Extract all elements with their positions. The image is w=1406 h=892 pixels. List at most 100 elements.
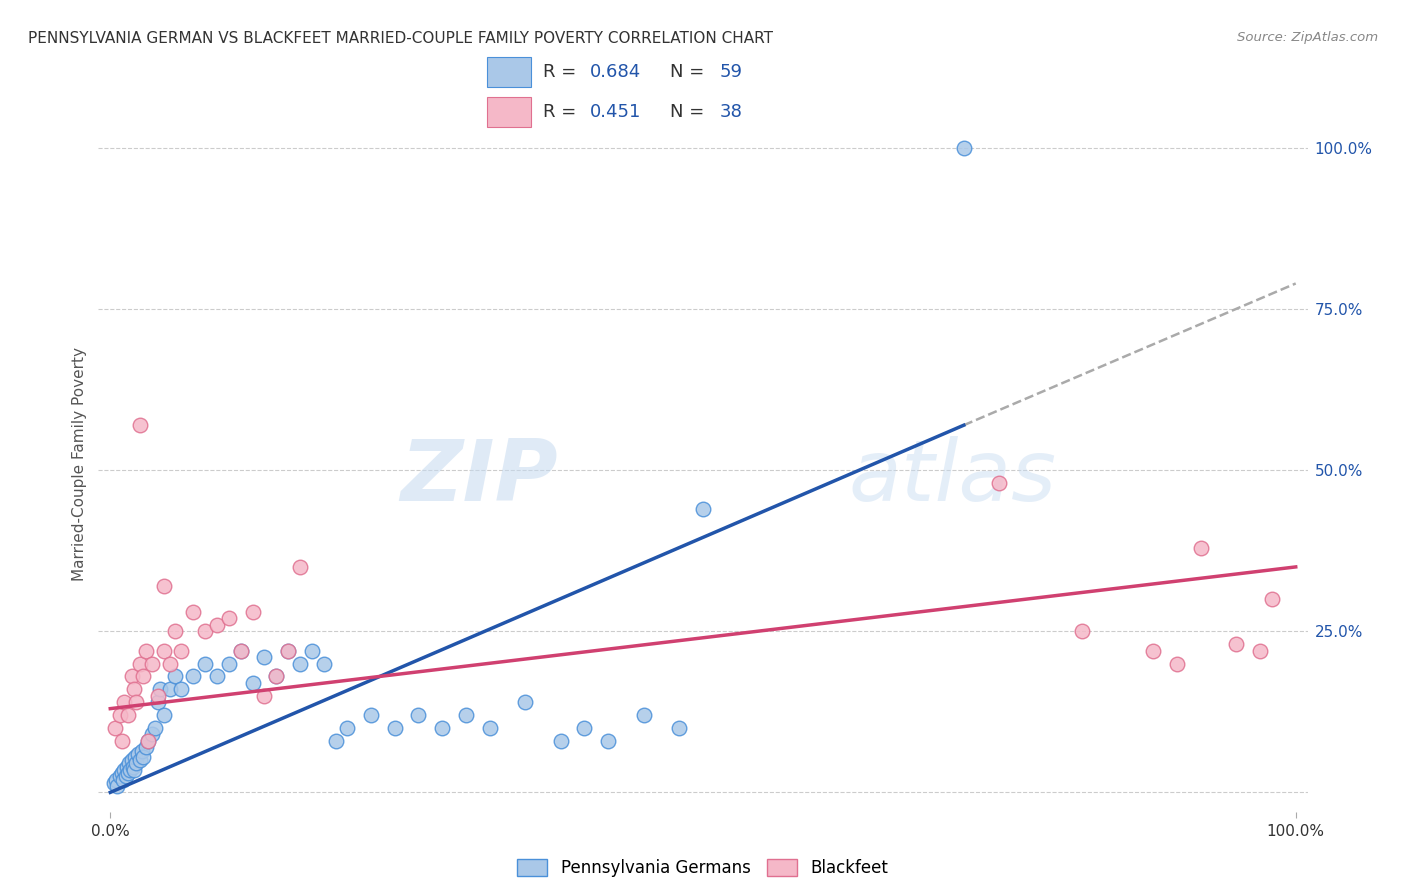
Point — [165, 669, 187, 683]
Point — [122, 763, 145, 777]
Point — [165, 624, 187, 639]
Point — [152, 579, 174, 593]
Point — [218, 657, 240, 671]
Point — [181, 605, 204, 619]
Point — [104, 721, 127, 735]
Point — [149, 682, 172, 697]
Point — [181, 669, 204, 683]
Point — [159, 657, 181, 671]
Point — [132, 669, 155, 683]
Point — [515, 695, 537, 709]
Bar — [488, 57, 530, 87]
Point — [550, 734, 572, 748]
Point — [141, 727, 163, 741]
Point — [114, 763, 136, 777]
Point — [633, 708, 655, 723]
Point — [277, 643, 299, 657]
Point — [253, 650, 276, 665]
Point — [136, 734, 159, 748]
Text: PENNSYLVANIA GERMAN VS BLACKFEET MARRIED-COUPLE FAMILY POVERTY CORRELATION CHART: PENNSYLVANIA GERMAN VS BLACKFEET MARRIED… — [28, 31, 773, 46]
Legend: Pennsylvania Germans, Blackfeet: Pennsylvania Germans, Blackfeet — [510, 852, 896, 883]
Point — [146, 695, 169, 709]
Point — [120, 763, 142, 777]
Point — [121, 753, 143, 767]
Point — [132, 750, 155, 764]
Point — [408, 708, 430, 723]
Point — [336, 721, 359, 735]
Point — [1189, 541, 1212, 555]
Point — [111, 766, 134, 780]
Text: N =: N = — [669, 62, 710, 81]
Point — [277, 643, 299, 657]
Point — [124, 750, 146, 764]
Point — [325, 734, 347, 748]
Point — [478, 721, 501, 735]
Point — [218, 611, 240, 625]
Point — [1261, 592, 1284, 607]
Point — [574, 721, 596, 735]
Point — [312, 657, 335, 671]
Point — [205, 618, 228, 632]
Point — [121, 759, 143, 773]
Point — [105, 779, 128, 793]
Point — [194, 657, 217, 671]
Point — [170, 682, 193, 697]
Point — [692, 502, 714, 516]
Point — [952, 141, 974, 155]
Point — [136, 734, 159, 748]
Point — [301, 643, 323, 657]
Point — [114, 695, 136, 709]
Point — [122, 682, 145, 697]
Point — [129, 753, 152, 767]
Text: 0.684: 0.684 — [589, 62, 641, 81]
Point — [143, 721, 166, 735]
Point — [229, 643, 252, 657]
Point — [141, 657, 163, 671]
Text: R =: R = — [543, 103, 582, 121]
Point — [454, 708, 477, 723]
Point — [1225, 637, 1247, 651]
Point — [194, 624, 217, 639]
Point — [242, 676, 264, 690]
Point — [432, 721, 454, 735]
Point — [108, 708, 131, 723]
Point — [253, 689, 276, 703]
Point — [135, 643, 157, 657]
Point — [125, 695, 148, 709]
Point — [170, 643, 193, 657]
Point — [264, 669, 287, 683]
Point — [129, 657, 152, 671]
Point — [114, 769, 136, 783]
Y-axis label: Married-Couple Family Poverty: Married-Couple Family Poverty — [72, 347, 87, 581]
Point — [125, 756, 148, 771]
Point — [121, 669, 143, 683]
Point — [1249, 643, 1271, 657]
Point — [242, 605, 264, 619]
Point — [159, 682, 181, 697]
Point — [288, 560, 311, 574]
Point — [112, 772, 135, 787]
Text: atlas: atlas — [848, 436, 1056, 519]
Point — [135, 740, 157, 755]
Point — [117, 708, 139, 723]
Point — [108, 769, 131, 783]
Point — [111, 734, 134, 748]
Point — [127, 747, 149, 761]
Point — [152, 643, 174, 657]
Point — [146, 689, 169, 703]
Point — [668, 721, 690, 735]
Text: Source: ZipAtlas.com: Source: ZipAtlas.com — [1237, 31, 1378, 45]
Point — [118, 756, 141, 771]
Point — [205, 669, 228, 683]
Text: 59: 59 — [720, 62, 742, 81]
Point — [384, 721, 406, 735]
Point — [264, 669, 287, 683]
Point — [1166, 657, 1188, 671]
Point — [115, 759, 138, 773]
Point — [129, 418, 152, 433]
Bar — [488, 97, 530, 127]
Point — [1071, 624, 1094, 639]
Text: 38: 38 — [720, 103, 742, 121]
Point — [131, 743, 153, 757]
Point — [288, 657, 311, 671]
